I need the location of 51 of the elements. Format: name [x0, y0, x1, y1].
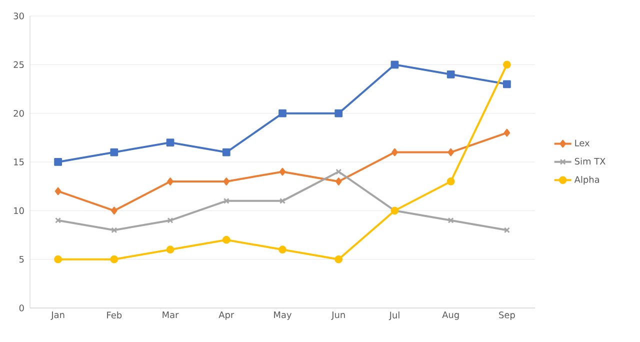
point [54, 187, 62, 196]
y-tick-label: 20 [14, 110, 24, 117]
point [503, 60, 511, 69]
point [446, 70, 455, 78]
y-tick-label: 0 [19, 304, 24, 312]
point [503, 80, 511, 88]
point [448, 217, 454, 224]
point [335, 178, 342, 186]
x-tick-label: Jun [331, 312, 345, 320]
x-tick-label: Jul [388, 312, 400, 320]
point [223, 198, 230, 204]
point [110, 148, 118, 156]
point [392, 148, 398, 156]
point [448, 148, 454, 156]
point [111, 227, 118, 234]
point [166, 246, 174, 254]
point [336, 168, 342, 175]
point [334, 255, 343, 264]
legend-label: Lex [575, 140, 590, 146]
y-tick-label: 30 [14, 12, 24, 20]
point [446, 178, 455, 186]
x-tick-label: Sep [499, 312, 515, 320]
point [279, 168, 286, 176]
x-tick-label: Jan [50, 312, 64, 320]
x-tick-label: Aug [442, 312, 459, 320]
y-tick-label: 15 [14, 158, 24, 166]
point [167, 217, 174, 224]
x-tick-label: Feb [107, 312, 122, 318]
point [110, 255, 118, 264]
legend-label: Sim TX [574, 158, 606, 165]
point [504, 128, 510, 137]
point [223, 178, 230, 186]
point [167, 178, 174, 186]
point [279, 198, 286, 204]
point [222, 236, 230, 244]
point [222, 148, 230, 156]
point [111, 206, 118, 215]
point [278, 109, 286, 118]
point [390, 60, 399, 69]
x-tick-label: Mar [162, 312, 179, 318]
point [54, 158, 62, 166]
x-tick-label: Apr [218, 312, 234, 320]
y-tick-label: 10 [14, 207, 24, 214]
point [166, 138, 174, 146]
legend-label: Alpha [574, 176, 600, 185]
point [334, 109, 343, 118]
x-tick-label: May [274, 312, 292, 320]
y-tick-label: 25 [14, 61, 24, 68]
point [54, 255, 62, 264]
y-tick-label: 5 [19, 256, 24, 263]
point [278, 246, 286, 254]
